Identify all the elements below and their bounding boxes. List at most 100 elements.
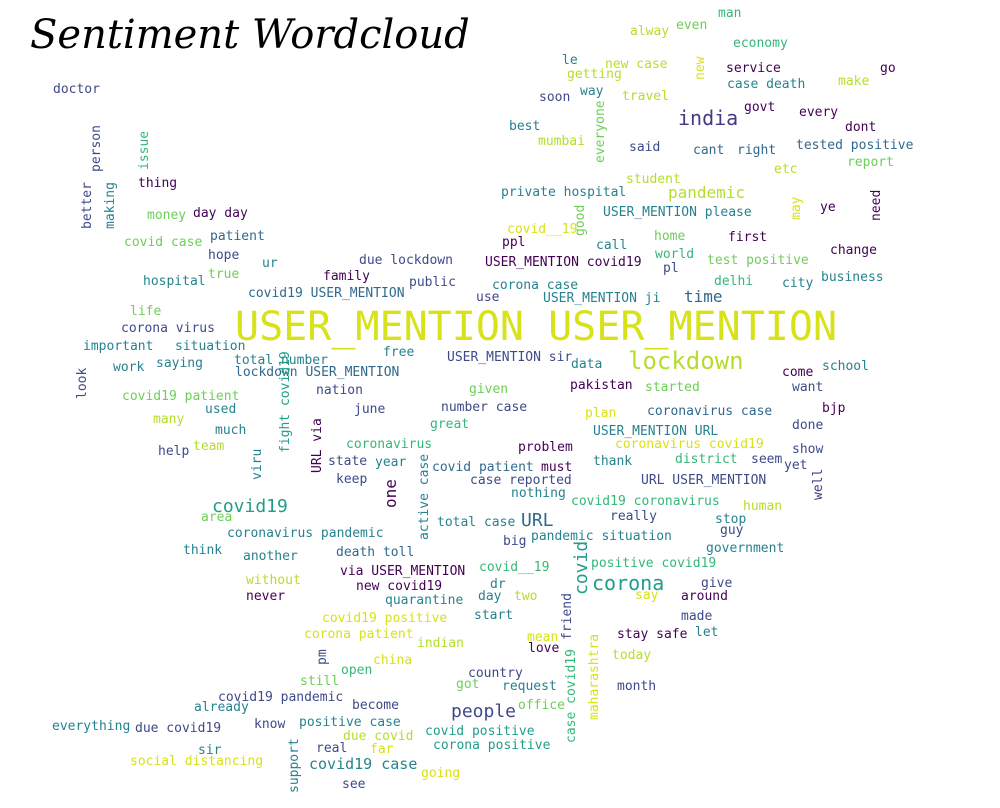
wordcloud-word: indian [417, 636, 464, 651]
wordcloud-word: go [880, 61, 896, 76]
wordcloud-word: travel [622, 89, 669, 104]
wordcloud-word: getting [567, 67, 622, 82]
wordcloud-word: every [799, 105, 839, 120]
wordcloud-word: corona [592, 571, 665, 595]
wordcloud-word: report [847, 155, 894, 170]
wordcloud-word: fight covid19 [278, 351, 293, 453]
wordcloud-word: covid19 [212, 496, 288, 517]
wordcloud-word: become [352, 698, 399, 713]
wordcloud-word: USER_MENTION URL [593, 424, 719, 439]
wordcloud-word: le [562, 53, 578, 68]
wordcloud-word: public [409, 275, 456, 290]
wordcloud-word: USER_MENTION sir [447, 350, 573, 365]
wordcloud-word: world [655, 247, 695, 262]
wordcloud-word: india [678, 106, 739, 130]
wordcloud-word: use [476, 290, 500, 305]
wordcloud-word: total case [437, 515, 516, 530]
wordcloud-word: due lockdown [359, 253, 453, 268]
wordcloud-word: keep [336, 472, 368, 487]
wordcloud-word: covid19 coronavirus [571, 494, 720, 509]
wordcloud-word: two [514, 589, 538, 604]
wordcloud-word: coronavirus covid19 [615, 437, 764, 452]
wordcloud-word: positive case [299, 715, 401, 730]
wordcloud-word: right [737, 143, 777, 158]
wordcloud-word: covid19 pandemic [218, 690, 344, 705]
wordcloud-word: USER_MENTION ji [543, 291, 661, 306]
wordcloud-word: ur [262, 256, 278, 271]
wordcloud-word: made [681, 609, 713, 624]
wordcloud-word: pm [315, 649, 330, 665]
wordcloud-word: much [215, 423, 247, 438]
wordcloud-word: done [792, 418, 824, 433]
wordcloud-word: corona patient [304, 627, 414, 642]
wordcloud-word: look [75, 367, 90, 399]
wordcloud-word: private hospital [501, 185, 627, 200]
wordcloud-word: june [354, 402, 386, 417]
wordcloud-word: coronavirus case [647, 404, 773, 419]
wordcloud-word: today [612, 648, 652, 663]
wordcloud-word: help [158, 444, 190, 459]
wordcloud-word: ppl [502, 235, 526, 250]
wordcloud-word: lockdown USER_MENTION [235, 365, 400, 380]
wordcloud-word: quarantine [385, 593, 464, 608]
wordcloud-word: said [629, 140, 661, 155]
wordcloud-word: stop [715, 512, 747, 527]
wordcloud-word: home [654, 229, 686, 244]
wordcloud-word: free [383, 345, 415, 360]
wordcloud-word: stay safe [617, 627, 688, 642]
wordcloud-word: covid case [124, 235, 203, 250]
wordcloud-word: month [617, 679, 657, 694]
wordcloud-word: best [509, 119, 541, 134]
wordcloud-word: one [381, 479, 400, 508]
wordcloud-word: cant [693, 143, 725, 158]
wordcloud-word: city [782, 276, 814, 291]
wordcloud-word: money [147, 208, 187, 223]
wordcloud-word: work [113, 360, 145, 375]
wordcloud-word: death toll [336, 545, 415, 560]
wordcloud-word: new [693, 56, 708, 80]
wordcloud-word: government [706, 541, 785, 556]
wordcloud-word: alway [630, 24, 670, 39]
wordcloud-word: problem [518, 440, 573, 455]
wordcloud-word: mumbai [538, 134, 585, 149]
wordcloud-word: man [718, 6, 742, 21]
wordcloud-word: must [541, 460, 573, 475]
wordcloud-word: student [626, 172, 681, 187]
wordcloud-word: covid19 positive [322, 611, 448, 626]
wordcloud-word: make [838, 74, 870, 89]
wordcloud-word: even [676, 18, 708, 33]
wordcloud-word: govt [744, 100, 776, 115]
wordcloud-word: may [789, 196, 804, 220]
wordcloud-word: friend [560, 593, 575, 640]
wordcloud-word: covid19 USER_MENTION [248, 286, 405, 301]
wordcloud-word: call [596, 238, 628, 253]
wordcloud-word: year [375, 455, 407, 470]
wordcloud-word: case reported [470, 473, 572, 488]
wordcloud-title: Sentiment Wordcloud [30, 12, 470, 58]
wordcloud-word: USER_MENTION USER_MENTION [235, 304, 838, 350]
wordcloud-word: thank [593, 454, 633, 469]
wordcloud-word: important [83, 339, 154, 354]
wordcloud-word: way [580, 84, 604, 99]
wordcloud-word: URL via [310, 418, 325, 473]
wordcloud-word: family [323, 269, 370, 284]
wordcloud-word: service [726, 61, 781, 76]
wordcloud-word: hope [208, 248, 240, 263]
wordcloud-word: sir [198, 743, 222, 758]
wordcloud-word: come [782, 365, 814, 380]
wordcloud-word: better [80, 182, 95, 229]
wordcloud-word: still [300, 674, 340, 689]
wordcloud-word: URL [521, 510, 554, 531]
wordcloud-word: active case [417, 453, 432, 540]
wordcloud-word: state [328, 454, 368, 469]
wordcloud-word: school [822, 359, 869, 374]
wordcloud-word: data [571, 357, 603, 372]
wordcloud-word: great [430, 417, 470, 432]
wordcloud-word: positive covid19 [591, 556, 717, 571]
wordcloud-word: tested positive [796, 138, 914, 153]
wordcloud-word: start [474, 608, 514, 623]
wordcloud-word: corona positive [433, 738, 551, 753]
wordcloud-word: seem [751, 452, 783, 467]
wordcloud-word: love [528, 641, 560, 656]
